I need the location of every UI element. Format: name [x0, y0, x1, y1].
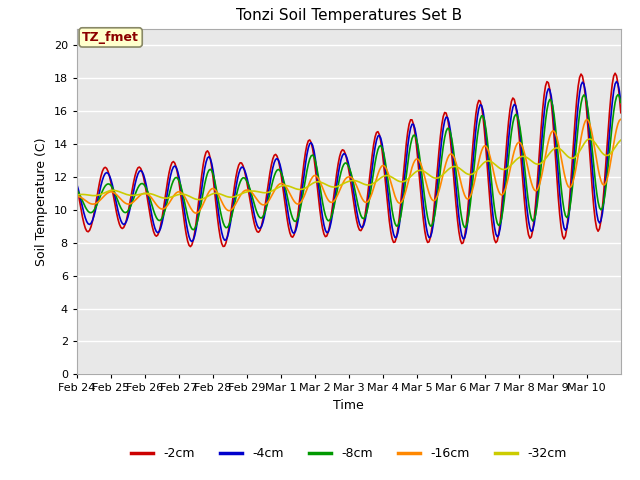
Text: TZ_fmet: TZ_fmet [82, 31, 139, 44]
X-axis label: Time: Time [333, 399, 364, 412]
Title: Tonzi Soil Temperatures Set B: Tonzi Soil Temperatures Set B [236, 9, 462, 24]
Legend: -2cm, -4cm, -8cm, -16cm, -32cm: -2cm, -4cm, -8cm, -16cm, -32cm [126, 442, 572, 465]
Y-axis label: Soil Temperature (C): Soil Temperature (C) [35, 137, 48, 266]
